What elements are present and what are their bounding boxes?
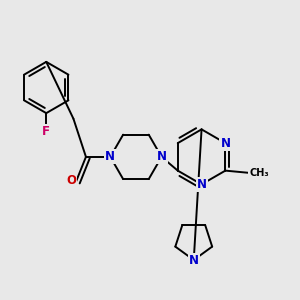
Text: CH₃: CH₃: [249, 168, 268, 178]
Text: F: F: [42, 125, 50, 138]
Text: N: N: [196, 178, 207, 191]
Text: N: N: [189, 254, 199, 266]
Text: N: N: [105, 150, 115, 164]
Text: O: O: [66, 174, 76, 187]
Text: N: N: [157, 150, 166, 164]
Text: N: N: [220, 136, 230, 150]
